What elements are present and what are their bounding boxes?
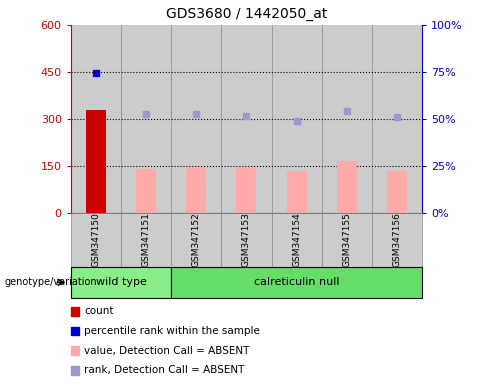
Text: percentile rank within the sample: percentile rank within the sample xyxy=(84,326,260,336)
Bar xyxy=(71,25,121,213)
Text: GSM347155: GSM347155 xyxy=(342,213,351,267)
Text: GSM347153: GSM347153 xyxy=(242,213,251,267)
Bar xyxy=(387,171,407,213)
Text: genotype/variation: genotype/variation xyxy=(5,277,98,287)
Bar xyxy=(372,25,422,213)
Text: GSM347156: GSM347156 xyxy=(392,213,402,267)
Text: wild type: wild type xyxy=(96,277,146,287)
Bar xyxy=(286,171,306,213)
Text: GSM347154: GSM347154 xyxy=(292,213,301,267)
Text: count: count xyxy=(84,306,114,316)
Title: GDS3680 / 1442050_at: GDS3680 / 1442050_at xyxy=(166,7,327,21)
Bar xyxy=(171,25,222,213)
Text: GSM347150: GSM347150 xyxy=(91,213,101,267)
Text: rank, Detection Call = ABSENT: rank, Detection Call = ABSENT xyxy=(84,365,245,375)
Text: calreticulin null: calreticulin null xyxy=(254,277,339,287)
Bar xyxy=(322,25,372,213)
Bar xyxy=(121,25,171,213)
Bar xyxy=(222,25,271,213)
Bar xyxy=(136,169,156,213)
Text: GSM347152: GSM347152 xyxy=(192,213,201,267)
Bar xyxy=(86,110,106,213)
Bar xyxy=(186,167,206,213)
Text: value, Detection Call = ABSENT: value, Detection Call = ABSENT xyxy=(84,346,250,356)
Text: GSM347151: GSM347151 xyxy=(142,213,151,267)
Bar xyxy=(271,25,322,213)
Bar xyxy=(236,167,257,213)
Bar xyxy=(337,161,357,213)
